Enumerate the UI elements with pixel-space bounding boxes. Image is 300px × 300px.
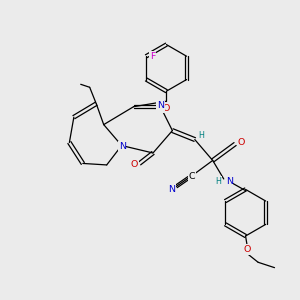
Text: O: O [162, 104, 169, 113]
Text: C: C [188, 172, 195, 181]
Text: H: H [216, 177, 222, 186]
Text: O: O [130, 160, 138, 169]
Text: N: N [119, 142, 126, 151]
Text: H: H [199, 131, 205, 140]
Text: O: O [237, 138, 245, 147]
Text: F: F [150, 52, 155, 61]
Text: O: O [244, 245, 251, 254]
Text: N: N [157, 101, 164, 110]
Text: N: N [168, 185, 175, 194]
Text: N: N [226, 177, 232, 186]
